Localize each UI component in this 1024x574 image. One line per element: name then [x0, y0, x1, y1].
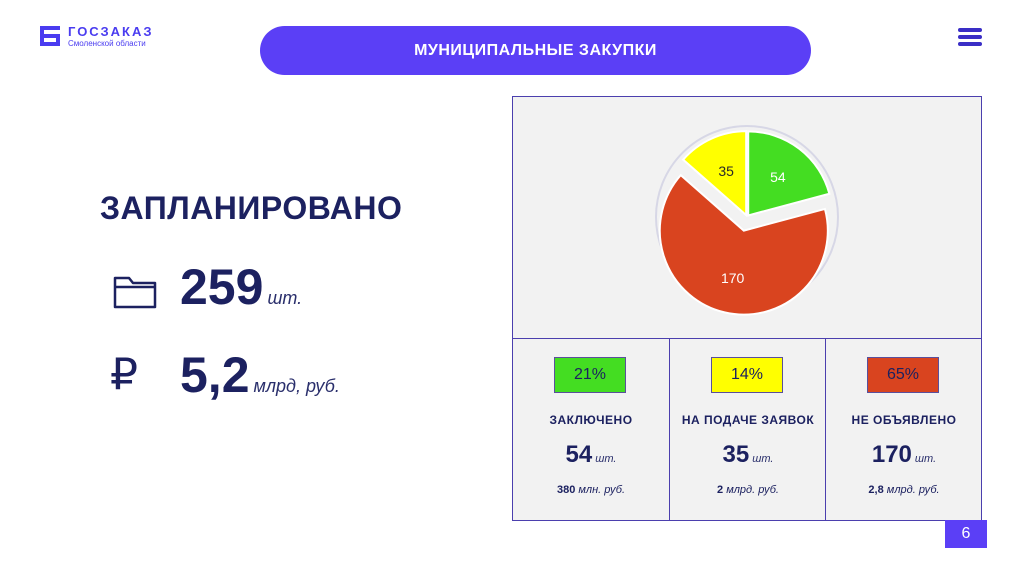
ruble-icon: ₽: [110, 350, 138, 399]
stat-cell-bidding: 14% НА ПОДАЧЕ ЗАЯВОК 35 шт. 2 млрд. руб.: [670, 339, 826, 520]
pie-slice: [681, 130, 748, 218]
percent-box: 21%: [554, 357, 626, 393]
divider: [669, 339, 670, 520]
stat-count-value: 35: [722, 441, 750, 468]
pie-slice-label: 35: [718, 163, 734, 179]
divider: [825, 339, 826, 520]
planned-title: ЗАПЛАНИРОВАНО: [100, 190, 403, 226]
pie-slice: [658, 173, 829, 316]
stat-cell-not-announced: 65% НЕ ОБЪЯВЛЕНО 170 шт. 2,8 млрд. руб.: [826, 339, 982, 520]
planned-count-value: 259: [180, 259, 264, 315]
logo-subtitle: Смоленской области: [68, 39, 146, 48]
pie-slice-label: 54: [770, 169, 786, 185]
stat-money: 2,8 млрд. руб.: [826, 484, 982, 496]
pie-slice: [747, 130, 831, 217]
pie-area: 54 170 35: [513, 97, 981, 337]
stat-count: 170 шт.: [826, 441, 982, 469]
stat-label: ЗАКЛЮЧЕНО: [549, 413, 633, 427]
stat-count-value: 170: [871, 441, 912, 468]
percent-box: 14%: [711, 357, 783, 393]
stat-label: НЕ ОБЪЯВЛЕНО: [851, 413, 957, 427]
stat-label: НА ПОДАЧЕ ЗАЯВОК: [681, 413, 815, 427]
section-banner: МУНИЦИПАЛЬНЫЕ ЗАКУПКИ: [260, 26, 811, 75]
chart-panel: 54 170 35 21% ЗАКЛЮЧЕНО 54 шт. 380 млн. руб…: [512, 96, 982, 521]
stat-money: 380 млн. руб.: [513, 484, 669, 496]
percent-box: 65%: [867, 357, 939, 393]
stat-count-unit: шт.: [752, 453, 774, 465]
logo-title: ГОСЗАКАЗ: [68, 24, 154, 39]
page-number: 6: [945, 520, 987, 548]
stat-cell-concluded: 21% ЗАКЛЮЧЕНО 54 шт. 380 млн. руб.: [513, 339, 669, 520]
planned-sum: 5,2 млрд, руб.: [180, 346, 340, 404]
hamburger-menu-icon[interactable]: [958, 28, 982, 46]
stat-money-value: 2,8: [868, 484, 884, 496]
stat-count: 35 шт.: [670, 441, 826, 469]
planned-sum-value: 5,2: [180, 347, 250, 403]
planned-count-unit: шт.: [267, 288, 303, 308]
planned-sum-unit: млрд, руб.: [253, 376, 340, 396]
pie-slice-label: 170: [721, 270, 745, 286]
logo-mark-icon: [40, 26, 60, 46]
stat-count: 54 шт.: [513, 441, 669, 469]
divider: [513, 338, 981, 339]
stat-money-unit: млн. руб.: [578, 484, 626, 496]
stat-count-value: 54: [565, 441, 593, 468]
stat-money-unit: млрд. руб.: [726, 484, 779, 496]
stat-money-unit: млрд. руб.: [886, 484, 940, 496]
stat-money-value: 380: [556, 484, 576, 496]
logo: ГОСЗАКАЗ Смоленской области: [40, 24, 180, 50]
planned-count: 259 шт.: [180, 258, 302, 316]
stat-money: 2 млрд. руб.: [670, 484, 826, 496]
stat-count-unit: шт.: [595, 453, 617, 465]
stat-money-value: 2: [717, 484, 724, 496]
stat-count-unit: шт.: [914, 453, 937, 465]
folder-icon: [113, 276, 157, 309]
pie-chart: 54 170 35: [655, 125, 839, 316]
